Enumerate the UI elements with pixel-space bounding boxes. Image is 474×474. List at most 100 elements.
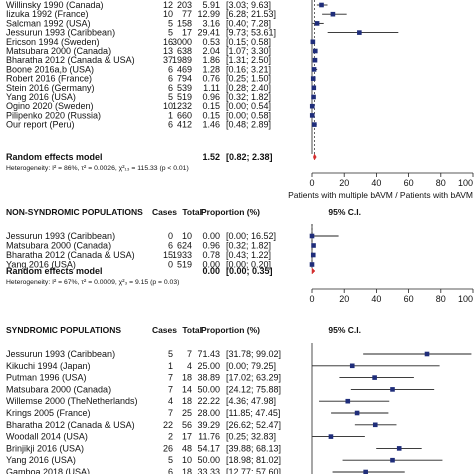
- panel-syndromic-study-total: 25: [182, 408, 192, 418]
- panel-non-syndromic-pooled-proportion: 0.00: [202, 266, 220, 276]
- panel-all-study-ci: [0.32; 1.82]: [226, 92, 271, 102]
- panel-syndromic-study-ci: [31.78; 99.02]: [226, 349, 281, 359]
- panel-non-syndromic-study-total: 10: [182, 231, 192, 241]
- panel-syndromic-study-label: Gamboa 2018 (USA): [6, 467, 90, 474]
- panel-non-syndromic-x-tick-label: 80: [436, 294, 446, 304]
- panel-syndromic-study-total: 18: [182, 396, 192, 406]
- panel-syndromic-study-proportion: 39.29: [197, 420, 220, 430]
- panel-all-study-ci: [1.07; 3.30]: [226, 46, 271, 56]
- panel-all-x-tick-label: 100: [458, 178, 473, 188]
- panel-all-pooled-label: Random effects model: [6, 152, 103, 162]
- panel-all-x-tick-label: 80: [436, 178, 446, 188]
- panel-all-study-point: [309, 113, 315, 118]
- panel-syndromic-study-cases: 7: [168, 373, 173, 383]
- panel-all-study-label: Stein 2016 (Germany): [6, 83, 95, 93]
- panel-all-study-proportion: 1.86: [202, 55, 220, 65]
- panel-all-x-axis-label: Patients with multiple bAVM / Patients w…: [288, 190, 473, 200]
- panel-all-study-ci: [6.28; 21.53]: [226, 9, 276, 19]
- panel-non-syndromic-x-tick-label: 0: [309, 294, 314, 304]
- panel-all-study-cases: 13: [163, 46, 173, 56]
- panel-all-study-proportion: 29.41: [197, 28, 220, 38]
- panel-syndromic-study-total: 48: [182, 443, 192, 453]
- panel-syndromic-study-ci: [11.85; 47.45]: [226, 408, 280, 418]
- panel-non-syndromic-heterogeneity-text: Heterogeneity: I² = 67%, τ² = 0.0009, χ²…: [6, 279, 179, 286]
- panel-all-study-ci: [0.25; 1.50]: [226, 74, 271, 84]
- panel-all-study-proportion: 3.16: [202, 18, 220, 28]
- panel-all-study-proportion: 1.46: [202, 120, 220, 130]
- panel-all-x-tick-label: 0: [309, 178, 314, 188]
- panel-all-study-point: [310, 39, 316, 45]
- panel-all-study-total: 794: [177, 74, 192, 84]
- panel-syndromic-study-proportion: 33.33: [197, 467, 220, 474]
- panel-syndromic-header-title: SYNDROMIC POPULATIONS: [6, 325, 121, 335]
- panel-all-study-point: [311, 85, 317, 91]
- panel-syndromic-study-ci: [4.36; 47.98]: [226, 396, 276, 406]
- panel-syndromic-study-cases: 4: [168, 396, 173, 406]
- panel-syndromic-study-proportion: 71.43: [197, 349, 220, 359]
- panel-syndromic-study-point: [372, 422, 378, 428]
- panel-all-study-total: 1232: [172, 101, 192, 111]
- panel-syndromic-study-cases: 1: [168, 361, 173, 371]
- panel-syndromic-study-total: 4: [187, 361, 192, 371]
- panel-all-study-total: 17: [182, 28, 192, 38]
- panel-all-study-point: [314, 21, 320, 26]
- panel-all-study-total: 638: [177, 46, 192, 56]
- panel-all-study-point: [330, 11, 336, 17]
- panel-syndromic-study-ci: [24.12; 75.88]: [226, 384, 281, 394]
- panel-all-study-cases: 5: [168, 28, 173, 38]
- panel-all-study-ci: [0.00; 0.58]: [226, 110, 271, 120]
- panel-non-syndromic-x-tick-label: 100: [458, 294, 473, 304]
- panel-syndromic-study-total: 7: [187, 349, 192, 359]
- panel-non-syndromic-study-proportion: 0.96: [202, 241, 220, 251]
- panel-syndromic-study-ci: [26.62; 52.47]: [226, 420, 281, 430]
- panel-all-study-cases: 10: [163, 9, 173, 19]
- panel-syndromic-study-proportion: 22.22: [197, 396, 220, 406]
- panel-all-study-label: Ogino 2020 (Sweden): [6, 101, 94, 111]
- panel-all-study-ci: [0.15; 0.58]: [226, 37, 271, 47]
- panel-all-study-label: Matsubara 2000 (Canada): [6, 46, 111, 56]
- panel-all-study-ci: [0.40; 7.28]: [226, 18, 271, 28]
- panel-all-study-point: [309, 103, 315, 109]
- panel-all-study-label: Yang 2016 (USA): [6, 92, 76, 102]
- panel-all-study-proportion: 0.76: [202, 74, 220, 84]
- panel-all-study-ci: [1.31; 2.50]: [226, 55, 271, 65]
- panel-syndromic-study-label: Jessurun 1993 (Caribbean): [6, 349, 115, 359]
- panel-all-study-point: [312, 57, 318, 63]
- panel-non-syndromic-study-cases: 0: [168, 231, 173, 241]
- panel-all-study-total: 1989: [172, 55, 192, 65]
- panel-syndromic-study-point: [363, 469, 368, 474]
- panel-syndromic-study-label: Putman 1996 (USA): [6, 373, 87, 383]
- panel-syndromic-study-cases: 26: [163, 443, 173, 453]
- panel-syndromic-study-total: 14: [182, 384, 192, 394]
- panel-all-study-cases: 5: [168, 92, 173, 102]
- panel-all-study-total: 412: [177, 120, 192, 130]
- panel-non-syndromic-study-ci: [0.32; 1.82]: [226, 241, 271, 251]
- panel-syndromic-study-label: Krings 2005 (France): [6, 408, 91, 418]
- panel-all-study-point: [311, 94, 316, 100]
- panel-non-syndromic-header-proportion: Proportion (%): [201, 207, 260, 217]
- panel-syndromic-study-label: Yang 2016 (USA): [6, 455, 76, 465]
- panel-all-study-proportion: 0.15: [202, 101, 220, 111]
- panel-all-study-cases: 6: [168, 120, 173, 130]
- panel-all-study-label: Salcman 1992 (USA): [6, 18, 91, 28]
- panel-all-study-total: 660: [177, 110, 192, 120]
- panel-non-syndromic-study-ci: [0.43; 1.22]: [226, 250, 271, 260]
- panel-all-study-total: 519: [177, 92, 192, 102]
- panel-non-syndromic-study-point: [309, 262, 315, 267]
- panel-all-study-cases: 5: [168, 18, 173, 28]
- panel-all-study-cases: 37: [163, 55, 173, 65]
- panel-syndromic-study-proportion: 50.00: [197, 455, 220, 465]
- panel-syndromic-study-point: [354, 410, 360, 416]
- panel-all-study-label: Bharatha 2012 (Canada & USA): [6, 55, 135, 65]
- panel-non-syndromic-study-total: 624: [177, 241, 192, 251]
- panel-syndromic-study-proportion: 28.00: [197, 408, 220, 418]
- panel-non-syndromic-header-total: Total: [182, 207, 202, 217]
- panel-syndromic-header-total: Total: [182, 325, 202, 335]
- panel-syndromic-study-cases: 2: [168, 432, 173, 442]
- panel-syndromic-study-proportion: 54.17: [197, 443, 220, 453]
- panel-all-study-total: 3000: [172, 37, 192, 47]
- panel-syndromic-study-point: [349, 363, 355, 369]
- panel-non-syndromic-pooled-label: Random effects model: [6, 266, 103, 276]
- panel-all-x-tick-label: 60: [404, 178, 414, 188]
- panel-non-syndromic-study-point: [309, 233, 315, 239]
